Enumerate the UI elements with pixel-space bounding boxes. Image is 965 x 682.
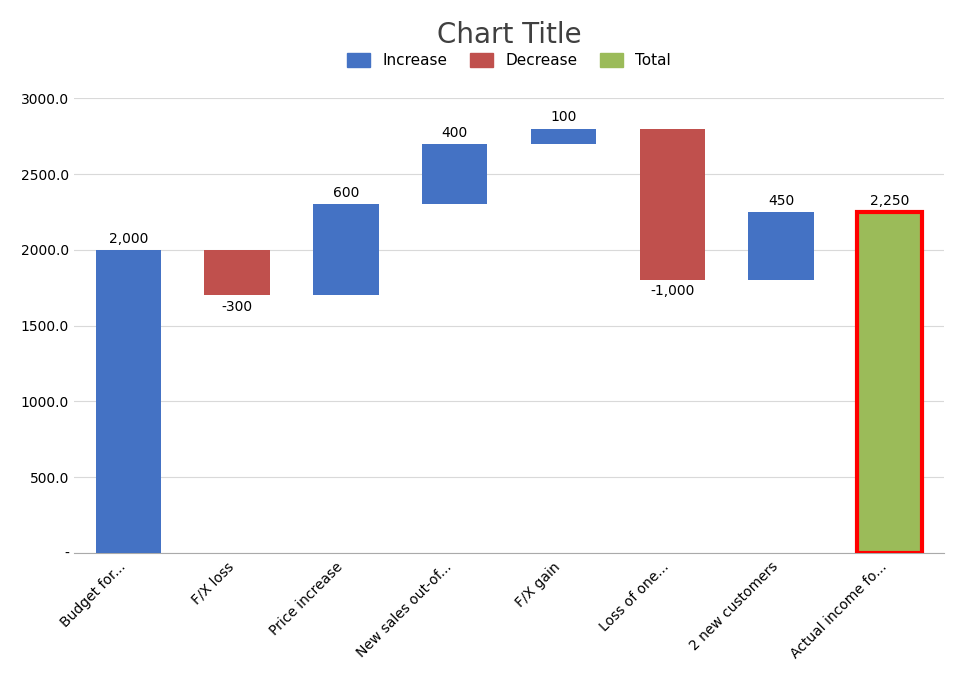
Text: 600: 600	[333, 186, 359, 200]
Text: 400: 400	[442, 125, 468, 140]
Bar	[96, 250, 161, 552]
Bar	[205, 250, 270, 295]
Bar	[640, 129, 704, 280]
Text: -300: -300	[222, 299, 253, 314]
Text: -1,000: -1,000	[650, 284, 695, 299]
Text: 2,000: 2,000	[109, 232, 148, 246]
Bar	[857, 212, 923, 552]
Bar	[314, 205, 378, 295]
Bar	[531, 129, 596, 144]
Title: Chart Title: Chart Title	[437, 21, 581, 49]
Text: 450: 450	[768, 194, 794, 208]
Bar	[422, 144, 487, 205]
Legend: Increase, Decrease, Total: Increase, Decrease, Total	[341, 47, 677, 74]
Text: 2,250: 2,250	[870, 194, 909, 208]
Bar	[749, 212, 813, 280]
Text: 100: 100	[550, 110, 577, 124]
